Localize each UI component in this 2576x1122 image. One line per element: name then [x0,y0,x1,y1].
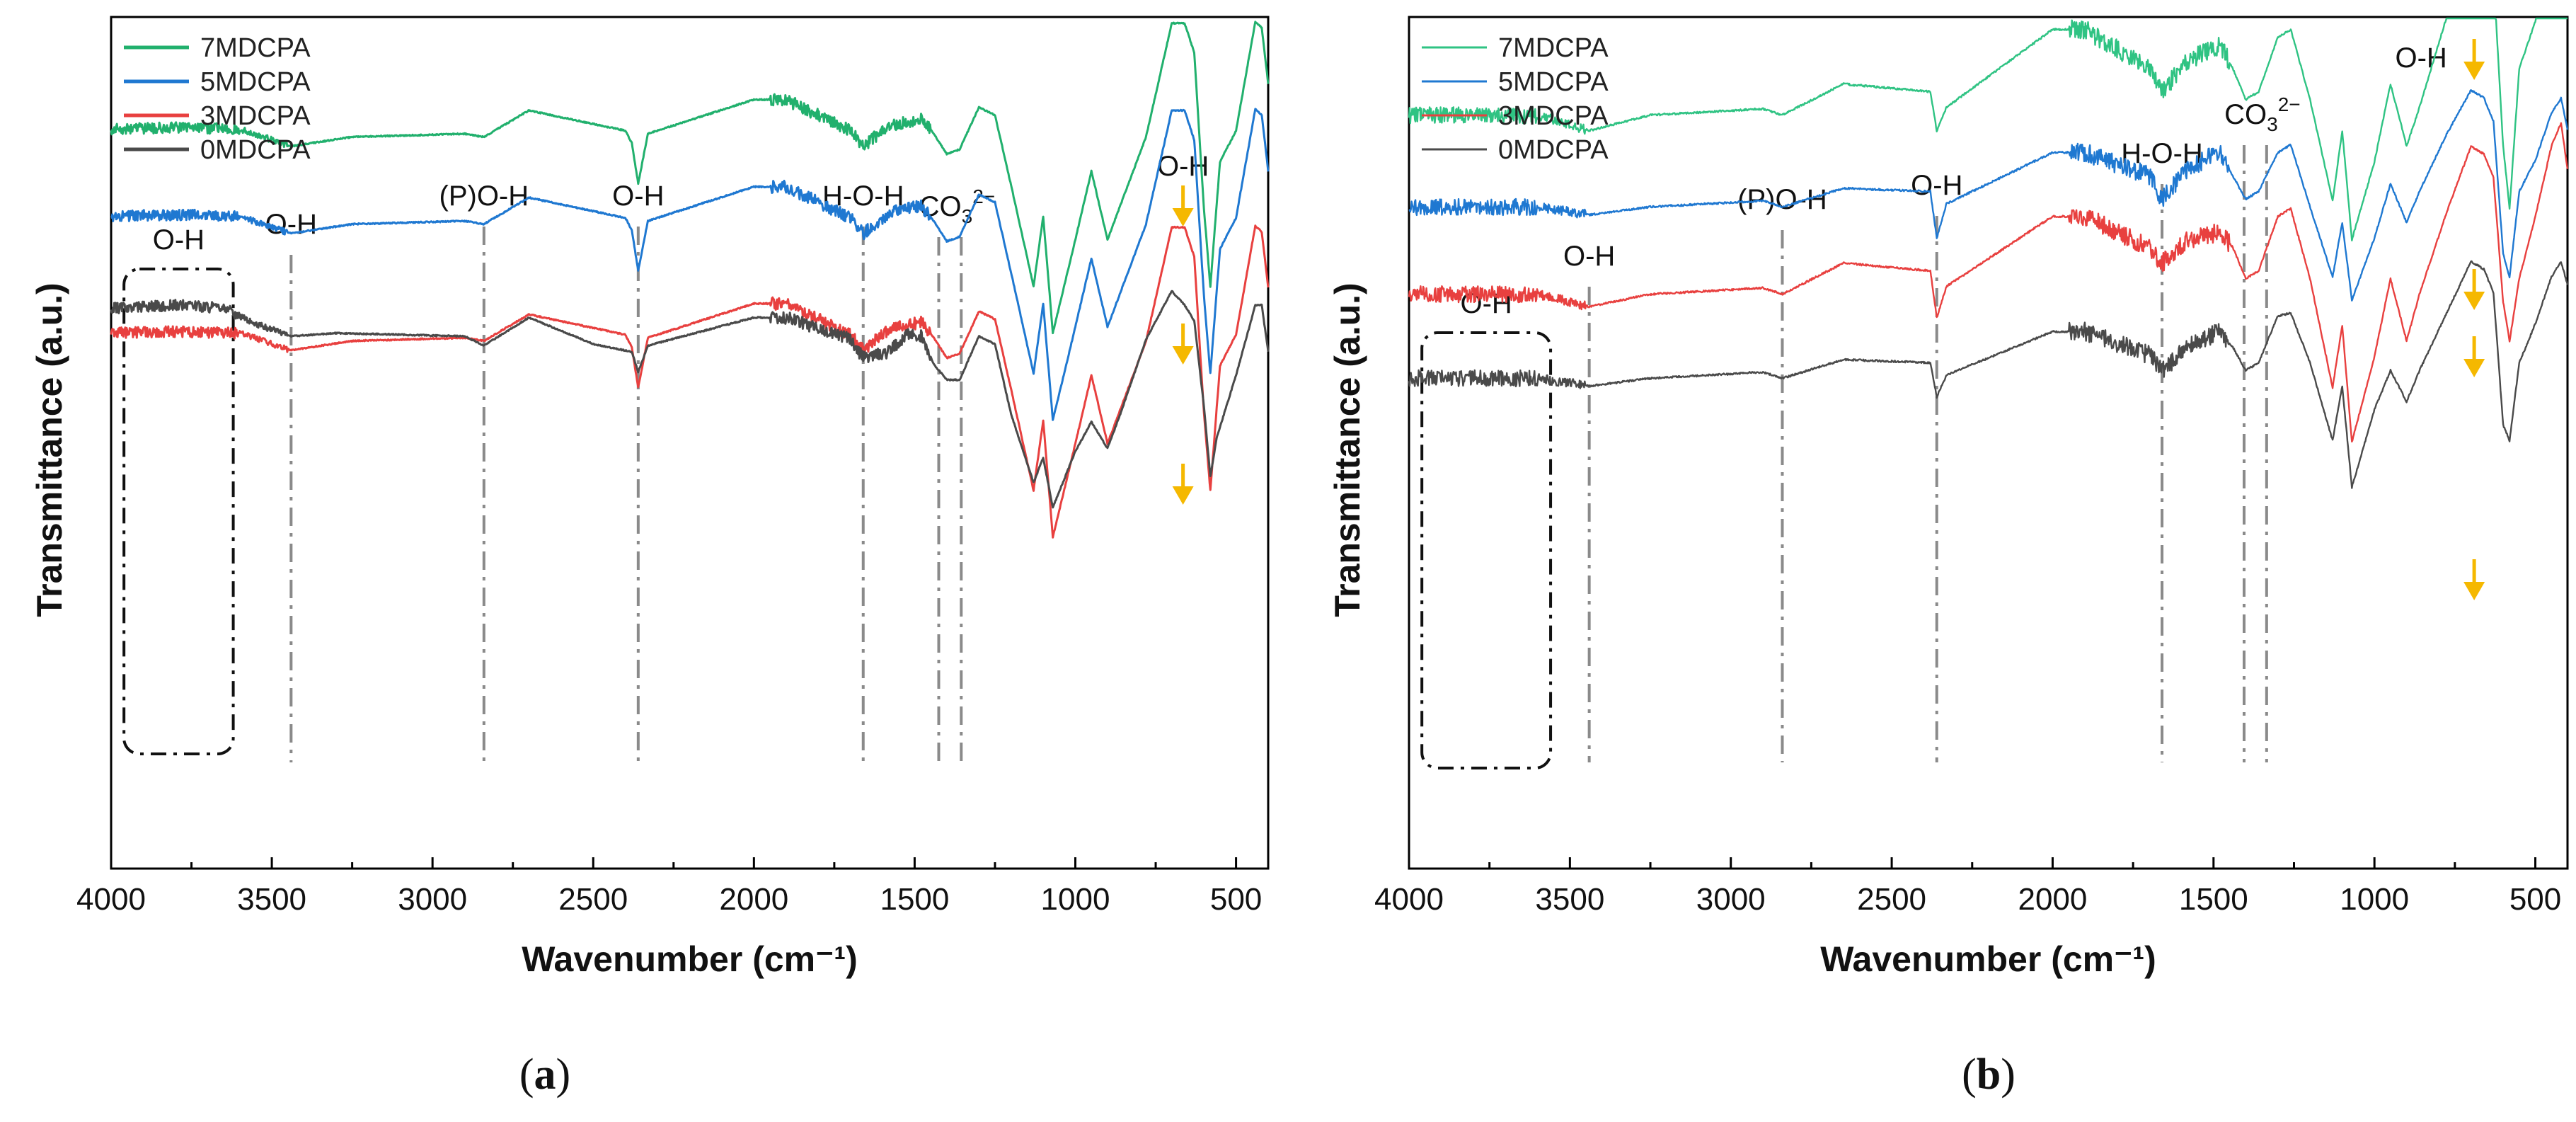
peak-arrow-icon [2463,39,2485,80]
y-axis-title: Transmittance (a.u.) [30,282,69,617]
legend-label: 3MDCPA [1498,101,1609,131]
x-tick-label: 2000 [719,882,788,917]
legend-label: 3MDCPA [200,101,311,131]
series-line-5mdcpa [110,108,1270,421]
band-label: CO32− [2224,93,2301,135]
oh-region-box [122,268,235,755]
chart-panel-b: 4000 3500 3000 2500 2000 1500 1000 500 Wavenumbe… [1328,16,2569,1099]
peak-arrow-icon [1172,464,1194,505]
x-tick-label: 3000 [398,882,467,917]
x-tick-label: 4000 [76,882,146,917]
x-tick-label: 1000 [2340,882,2409,917]
series-line-7mdcpa [110,21,1270,335]
panel-caption: (b) [1962,1051,2016,1099]
series-line-7mdcpa [1408,17,2568,241]
legend-label: 0MDCPA [200,135,311,165]
plot-frame [1408,16,2569,870]
x-tick-label: 4000 [1374,882,1444,917]
x-tick-label: 2500 [558,882,628,917]
x-axis-title: Wavenumber (cm⁻¹) [1820,939,2156,979]
series-line-3mdcpa [110,224,1270,539]
plot-frame [110,16,1270,870]
x-tick-label: 2500 [1857,882,1926,917]
x-tick-label: 500 [2509,882,2561,917]
x-tick-label: 3500 [237,882,306,917]
peak-arrow-icon [2463,336,2485,377]
peak-arrow-icon [2463,559,2485,600]
x-tick-label: 2000 [2018,882,2087,917]
chart-panel-a: 4000 3500 3000 2500 2000 1500 1000 500 Wavenumbe… [30,16,1270,1099]
panel-caption: (a) [519,1051,570,1099]
band-label: O-H [2395,42,2446,74]
legend-label: 7MDCPA [200,33,311,63]
peak-arrow-icon [2463,269,2485,310]
band-label: (P)O-H [1737,184,1827,215]
legend: 7MDCPA 5MDCPA 3MDCPA 0MDCPA [124,33,311,165]
legend-label: 5MDCPA [200,67,311,97]
legend-label: 0MDCPA [1498,135,1609,165]
band-label: CO32− [919,185,996,227]
band-label: O-H [265,209,317,240]
legend: 7MDCPA 5MDCPA 3MDCPA 0MDCPA [1422,33,1609,165]
band-label: O-H [612,181,664,212]
x-tick-label: 1000 [1041,882,1110,917]
peak-arrow-icon [1172,324,1194,365]
x-tick-label: 500 [1210,882,1262,917]
series-line-0mdcpa [1408,260,2569,489]
band-label: O-H [153,224,205,256]
series-line-3mdcpa [1408,122,2569,443]
x-tick-label: 1500 [2179,882,2248,917]
x-tick-label: 1500 [880,882,949,917]
band-label: O-H [1563,241,1615,272]
series-line-0mdcpa [110,290,1270,509]
legend-label: 7MDCPA [1498,33,1609,63]
series-line-5mdcpa [1408,88,2569,302]
y-axis-title: Transmittance (a.u.) [1328,282,1367,617]
x-tick-label: 3500 [1535,882,1604,917]
legend-label: 5MDCPA [1498,67,1609,97]
x-tick-label: 3000 [1696,882,1766,917]
band-label: O-H [1911,170,1962,201]
x-axis-title: Wavenumber (cm⁻¹) [522,939,858,979]
peak-arrow-icon [1172,185,1194,227]
oh-region-box [1420,331,1553,769]
